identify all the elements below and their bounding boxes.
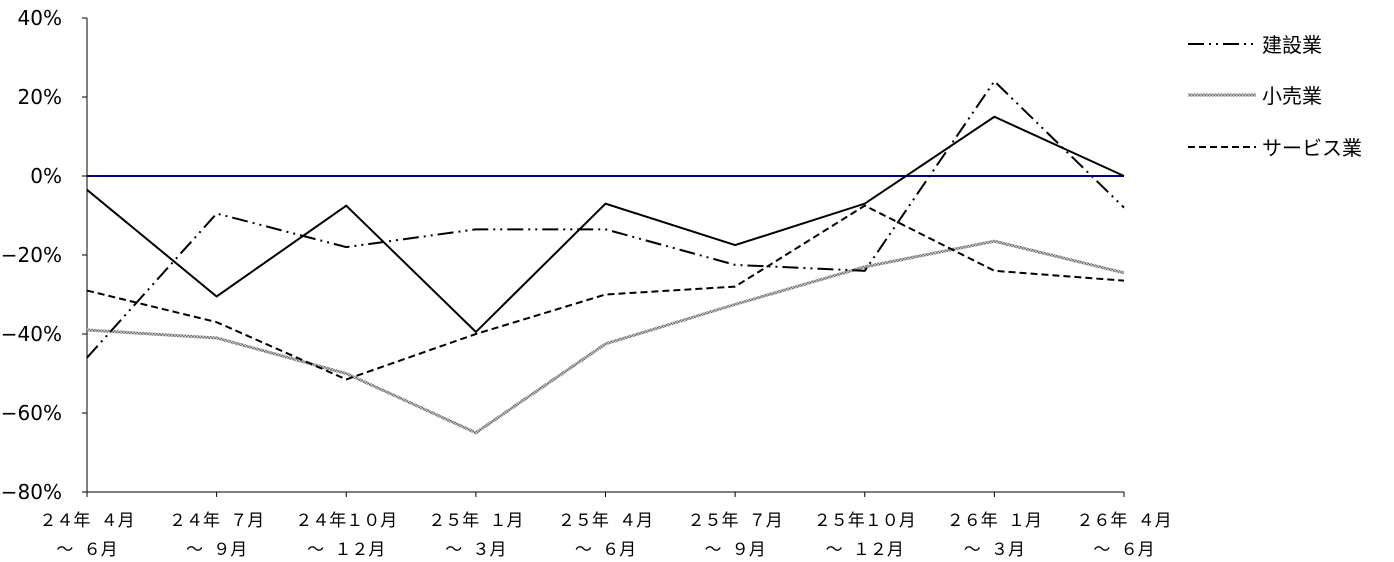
x-tick-label-sub: ～ ９月 <box>705 540 766 560</box>
x-tick-label-sub: ～ ６月 <box>1093 540 1154 560</box>
x-tick-label-sub: ～ ６月 <box>575 540 636 560</box>
x-tick-label-sub: ～ ６月 <box>56 540 117 560</box>
y-tick-label: −80% <box>1 480 62 504</box>
x-tick-label: ２６年 １月 <box>947 511 1042 531</box>
x-tick-label-sub: ～ ３月 <box>964 540 1025 560</box>
x-tick-label-sub: ～ ３月 <box>445 540 506 560</box>
y-tick-label: −40% <box>1 322 62 346</box>
legend-label: 小売業 <box>1262 84 1322 108</box>
x-tick-label-sub: ～ ９月 <box>186 540 247 560</box>
x-tick-label: ２４年 ７月 <box>169 511 264 531</box>
x-tick-label: ２４年１０月 <box>295 511 397 531</box>
series-line-service <box>86 204 1125 381</box>
legend-label: サービス業 <box>1262 136 1362 160</box>
x-tick-label: ２５年 ７月 <box>688 511 783 531</box>
x-tick-label: ２５年１０月 <box>814 511 916 531</box>
y-tick-label: 0% <box>30 164 62 188</box>
x-tick-label-sub: ～ １２月 <box>307 540 385 560</box>
x-tick-label-sub: ～ １２月 <box>826 540 904 560</box>
plot-area: 40% 20% 0% −20% −40% −60% −80% ２４年 ４月 ～ ６月 ２４年 ７月… <box>1 6 1172 560</box>
y-tick-label: 20% <box>18 85 62 109</box>
series-line-unnamed <box>86 115 1125 334</box>
series-line-retail <box>86 239 1125 435</box>
legend-label: 建設業 <box>1262 33 1322 57</box>
y-tick-label: −60% <box>1 401 62 425</box>
y-tick-label: 40% <box>18 6 62 30</box>
x-tick-label: ２４年 ４月 <box>39 511 134 531</box>
y-tick-label: −20% <box>1 243 62 267</box>
x-tick-label: ２６年 ４月 <box>1076 511 1171 531</box>
x-tick-label: ２５年 ４月 <box>558 511 653 531</box>
x-tick-label: ２５年 １月 <box>428 511 523 531</box>
series-line-construction <box>86 79 1125 359</box>
